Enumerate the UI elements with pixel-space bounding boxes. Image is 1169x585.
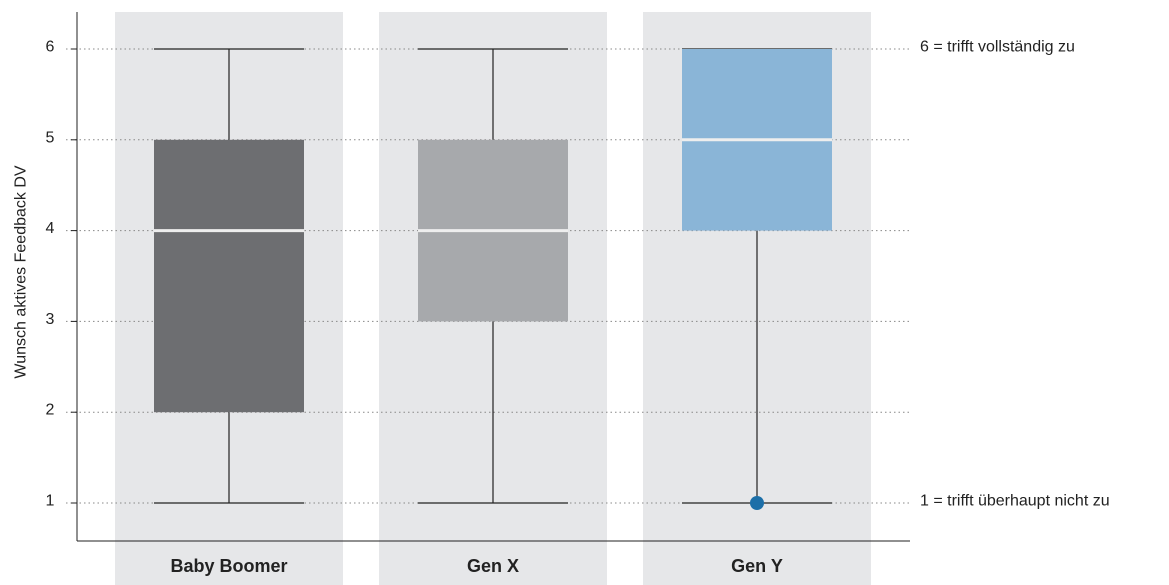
category-label: Gen X bbox=[467, 556, 519, 576]
category-labels: Baby Boomer Gen X Gen Y bbox=[170, 556, 782, 576]
axes bbox=[76, 12, 910, 542]
y-tick-label: 5 bbox=[46, 129, 55, 146]
category-label: Gen Y bbox=[731, 556, 783, 576]
y-axis-label: Wunsch aktives Feedback DV bbox=[13, 165, 30, 378]
y-tick-label: 3 bbox=[46, 311, 55, 328]
y-ticks: 1 2 3 4 5 6 bbox=[46, 39, 77, 510]
y-tick-label: 1 bbox=[46, 493, 55, 510]
y-tick-label: 6 bbox=[46, 39, 55, 56]
y-tick-label: 2 bbox=[46, 402, 55, 419]
outlier-point bbox=[750, 496, 764, 510]
scale-annotation: 1 = trifft überhaupt nicht zu bbox=[920, 493, 1110, 510]
box-baby-boomer bbox=[154, 139, 304, 413]
y-tick-label: 4 bbox=[46, 220, 55, 237]
boxes bbox=[154, 48, 832, 510]
scale-annotation: 6 = trifft vollständig zu bbox=[920, 39, 1075, 56]
category-label: Baby Boomer bbox=[170, 556, 287, 576]
annotations: 6 = trifft vollständig zu 1 = trifft über… bbox=[920, 39, 1110, 510]
